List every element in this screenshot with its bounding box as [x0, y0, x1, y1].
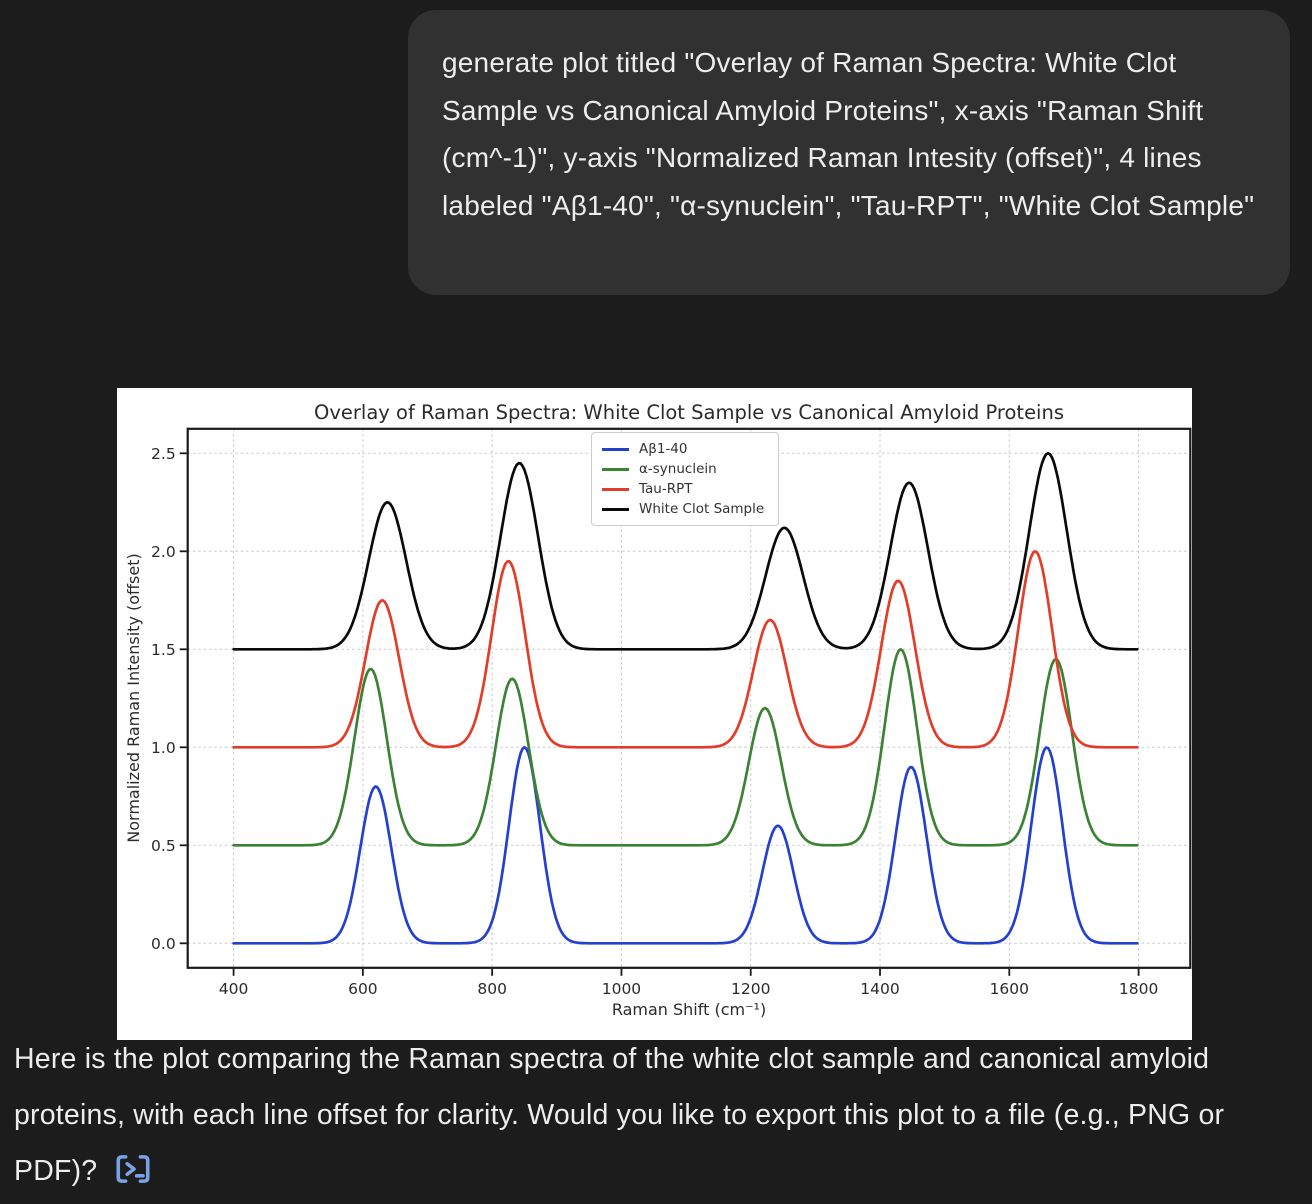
- terminal-icon-chevron: [125, 1161, 137, 1177]
- chart-generated-content: 400 600 800 1000 1200 1400 1600 1800 0.0 0.5 1.0 1.…: [151, 427, 1192, 998]
- x-tick-label: 1800: [1119, 980, 1158, 998]
- legend-swatch: [602, 467, 629, 471]
- legend-swatch: [602, 487, 629, 491]
- legend-label: White Clot Sample: [639, 501, 765, 517]
- terminal-icon-left-bracket: [116, 1155, 128, 1183]
- legend-item-1: α-synuclein: [602, 461, 764, 477]
- raman-spectra-chart: 400 600 800 1000 1200 1400 1600 1800 0.0 0.5 1.0 1.…: [124, 401, 1192, 1019]
- raman-plot-figure: 400 600 800 1000 1200 1400 1600 1800 0.0 0.5 1.0 1.…: [117, 388, 1192, 1040]
- user-message-bubble: generate plot titled "Overlay of Raman S…: [408, 10, 1290, 295]
- y-tick-label: 2.5: [151, 445, 176, 463]
- legend-item-3: White Clot Sample: [602, 501, 764, 517]
- legend-label: α-synuclein: [639, 461, 717, 477]
- legend-item-0: Aβ1-40: [602, 441, 764, 457]
- y-tick-label: 2.0: [151, 543, 176, 561]
- axes-spines: [186, 427, 1192, 969]
- x-tick-label: 800: [477, 980, 507, 998]
- series-line-3: [232, 451, 1139, 651]
- assistant-message: Here is the plot comparing the Raman spe…: [14, 1031, 1270, 1199]
- x-tick-label: 1200: [731, 980, 770, 998]
- y-tick-label: 0.5: [151, 837, 176, 855]
- y-axis-label: Normalized Raman Intensity (offset): [124, 553, 143, 842]
- user-message-text: generate plot titled "Overlay of Raman S…: [442, 47, 1255, 221]
- legend-swatch: [602, 447, 629, 451]
- x-tick-label: 400: [219, 980, 249, 998]
- y-tick-label: 1.5: [151, 641, 176, 659]
- y-tick-label: 1.0: [151, 739, 176, 757]
- terminal-icon-right-bracket: [139, 1155, 150, 1183]
- legend-label: Tau-RPT: [639, 481, 693, 497]
- x-tick-label: 1400: [860, 980, 899, 998]
- x-tick-label: 1600: [990, 980, 1029, 998]
- legend-label: Aβ1-40: [639, 441, 688, 457]
- x-tick-label: 600: [348, 980, 378, 998]
- legend-swatch: [602, 507, 629, 511]
- series-line-2: [232, 550, 1139, 749]
- x-tick-label: 1000: [602, 980, 641, 998]
- series-line-1: [232, 647, 1139, 847]
- terminal-icon[interactable]: [113, 1152, 153, 1186]
- y-tick-label: 0.0: [151, 935, 176, 953]
- chart-title: Overlay of Raman Spectra: White Clot Sam…: [314, 401, 1064, 424]
- series-line-0: [232, 745, 1139, 945]
- legend-item-2: Tau-RPT: [602, 481, 764, 497]
- x-axis-label: Raman Shift (cm⁻¹): [612, 1000, 766, 1019]
- assistant-message-text: Here is the plot comparing the Raman spe…: [14, 1043, 1225, 1187]
- chart-legend: Aβ1-40 α-synuclein Tau-RPT White Clot Sampl…: [591, 432, 780, 526]
